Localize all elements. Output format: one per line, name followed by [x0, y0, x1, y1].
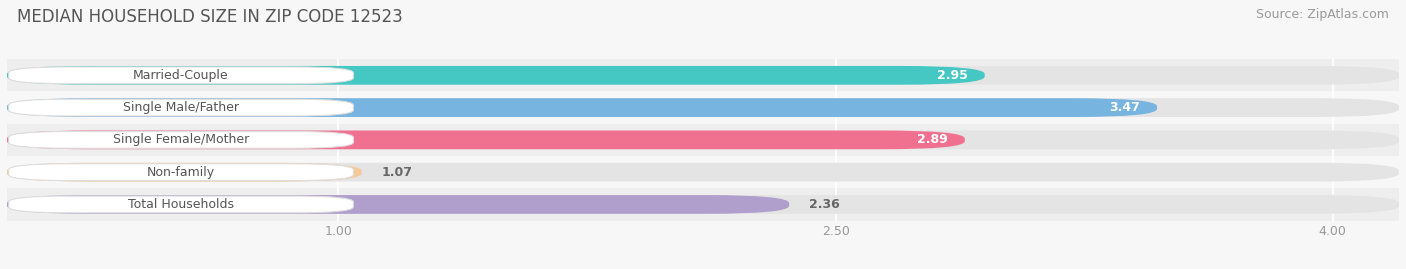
Text: MEDIAN HOUSEHOLD SIZE IN ZIP CODE 12523: MEDIAN HOUSEHOLD SIZE IN ZIP CODE 12523	[17, 8, 402, 26]
FancyBboxPatch shape	[7, 195, 1399, 214]
FancyBboxPatch shape	[7, 163, 1399, 182]
FancyBboxPatch shape	[7, 59, 1399, 91]
Text: Single Male/Father: Single Male/Father	[122, 101, 239, 114]
FancyBboxPatch shape	[8, 99, 353, 116]
Text: Source: ZipAtlas.com: Source: ZipAtlas.com	[1256, 8, 1389, 21]
FancyBboxPatch shape	[7, 130, 1399, 149]
Text: 1.07: 1.07	[381, 166, 412, 179]
FancyBboxPatch shape	[8, 164, 353, 180]
FancyBboxPatch shape	[7, 130, 965, 149]
FancyBboxPatch shape	[7, 124, 1399, 156]
FancyBboxPatch shape	[8, 196, 353, 213]
Text: 2.95: 2.95	[938, 69, 969, 82]
Text: Single Female/Mother: Single Female/Mother	[112, 133, 249, 146]
FancyBboxPatch shape	[7, 195, 789, 214]
Text: Non-family: Non-family	[148, 166, 215, 179]
Text: 3.47: 3.47	[1109, 101, 1140, 114]
Text: 2.89: 2.89	[918, 133, 948, 146]
FancyBboxPatch shape	[8, 67, 353, 84]
Text: 2.36: 2.36	[808, 198, 839, 211]
FancyBboxPatch shape	[7, 188, 1399, 221]
Text: Total Households: Total Households	[128, 198, 233, 211]
FancyBboxPatch shape	[7, 91, 1399, 124]
FancyBboxPatch shape	[7, 98, 1399, 117]
Text: Married-Couple: Married-Couple	[134, 69, 229, 82]
FancyBboxPatch shape	[7, 156, 1399, 188]
FancyBboxPatch shape	[7, 163, 361, 182]
FancyBboxPatch shape	[8, 132, 353, 148]
FancyBboxPatch shape	[7, 66, 1399, 85]
FancyBboxPatch shape	[7, 66, 984, 85]
FancyBboxPatch shape	[7, 98, 1157, 117]
